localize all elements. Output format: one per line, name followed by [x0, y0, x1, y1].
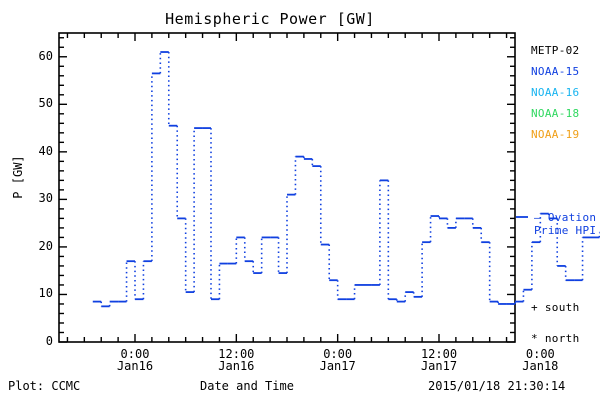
- legend-item-metp-02: METP-02: [531, 44, 580, 57]
- x-tick-date: Jan18: [522, 359, 559, 373]
- x-tick-date: Jan17: [319, 359, 356, 373]
- x-tick-time: 12:00: [420, 347, 458, 361]
- marker-glyph-south: +: [531, 301, 538, 314]
- x-axis-label: Date and Time: [200, 379, 294, 393]
- y-tick-label: 40: [38, 143, 53, 158]
- x-tick-date: Jan17: [420, 359, 458, 373]
- x-tick-time: 0:00: [323, 347, 353, 361]
- legend-marker-south: + south: [531, 301, 580, 314]
- y-tick-label: 20: [38, 238, 53, 253]
- series-0: [92, 51, 600, 308]
- plot-credit: Plot: CCMC: [8, 379, 81, 393]
- x-tick-time: 0:00: [525, 347, 555, 361]
- legend-item-noaa-16: NOAA-16: [531, 86, 580, 99]
- x-tick-date: Jan16: [218, 359, 255, 373]
- ovation-legend-line2: Prime HPI: [534, 224, 597, 237]
- ovation-legend-line1: — Ovation: [534, 211, 597, 224]
- plot-frame: [58, 32, 516, 343]
- x-tick-label: 12:00 Jan16: [191, 348, 281, 372]
- marker-glyph-north: *: [531, 332, 538, 345]
- y-tick-label: 0: [45, 334, 53, 348]
- marker-label-north: north: [544, 332, 580, 345]
- y-tick-label: 30: [38, 191, 53, 206]
- x-tick-label: 12:00 Jan17: [394, 348, 484, 372]
- x-tick-label: 0:00 Jan17: [293, 348, 383, 372]
- timestamp: 2015/01/18 21:30:14: [428, 379, 566, 393]
- chart-title: Hemispheric Power [GW]: [165, 10, 375, 28]
- x-tick-label: 0:00 Jan18: [495, 348, 585, 372]
- y-tick-label: 60: [38, 48, 53, 63]
- marker-label-south: south: [544, 301, 580, 314]
- x-tick-label: 0:00 Jan16: [90, 348, 180, 372]
- legend-item-noaa-18: NOAA-18: [531, 107, 580, 120]
- y-tick-label: 10: [38, 286, 53, 301]
- x-tick-time: 0:00: [120, 347, 150, 361]
- ovation-legend-entry: — Ovation Prime HPI: [534, 211, 596, 237]
- legend-item-noaa-15: NOAA-15: [531, 65, 580, 78]
- legend-marker-north: * north: [531, 332, 580, 345]
- legend-item-noaa-19: NOAA-19: [531, 128, 580, 141]
- x-tick-date: Jan16: [116, 359, 154, 373]
- x-tick-time: 12:00: [218, 347, 255, 361]
- y-tick-label: 50: [38, 96, 53, 111]
